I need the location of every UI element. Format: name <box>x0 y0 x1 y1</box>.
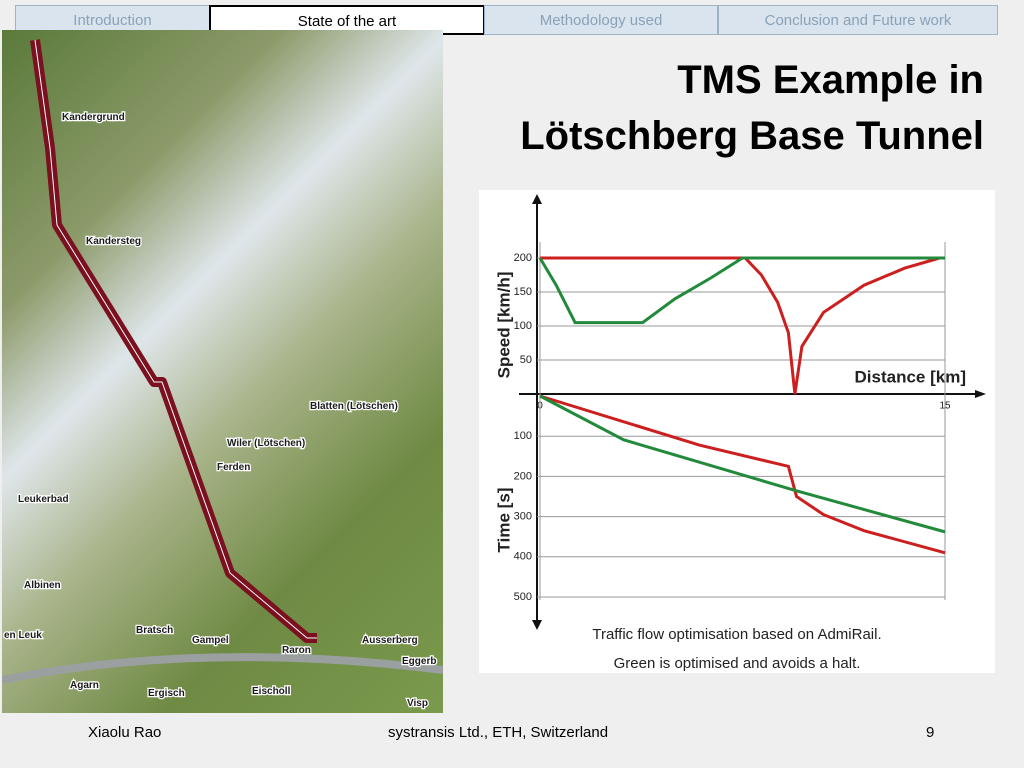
title-line: TMS Example in <box>677 58 984 102</box>
map-label: Ergisch <box>148 688 185 699</box>
map-label: Ausserberg <box>362 635 418 646</box>
axis-label: Time [s] <box>494 488 513 553</box>
map-label: Blatten (Lötschen) <box>310 401 398 412</box>
map-label: Eggerb <box>402 656 436 667</box>
map-label: Gampel <box>192 635 229 646</box>
footer-org: systransis Ltd., ETH, Switzerland <box>388 724 609 741</box>
map-label: Bratsch <box>136 625 173 636</box>
y-tick-label: 500 <box>514 591 532 603</box>
map-label: Raron <box>282 645 311 656</box>
map-label: Eischoll <box>252 686 291 697</box>
series-line <box>539 394 946 534</box>
y-tick-label: 400 <box>514 551 532 563</box>
page-number: 9 <box>926 724 935 741</box>
series-line <box>539 394 946 555</box>
y-tick-label: 200 <box>514 470 532 482</box>
slide-title: TMS Example in Lötschberg Base Tunnel <box>520 52 984 164</box>
title-line: Lötschberg Base Tunnel <box>520 114 984 158</box>
axis-label: Speed [km/h] <box>494 272 513 379</box>
y-tick-label: 100 <box>514 320 532 332</box>
nav-tab[interactable]: Conclusion and Future work <box>718 5 998 35</box>
footer-author: Xiaolu Rao <box>88 724 162 741</box>
map-label: Leukerbad <box>18 494 69 505</box>
map-label: Kandergrund <box>62 112 125 123</box>
tunnel-route <box>30 39 317 643</box>
map-label: en Leuk <box>4 630 42 641</box>
map: Kandergrund Kandersteg Blatten (Lötschen… <box>2 30 443 713</box>
map-label: Kandersteg <box>86 236 141 247</box>
map-label: Visp <box>407 698 428 709</box>
y-tick-label: 300 <box>514 511 532 523</box>
y-tick-label: 200 <box>514 252 532 264</box>
map-label: Ferden <box>217 462 250 473</box>
figure: Speed [km/h] Time [s] Distance [km] Traf… <box>479 190 995 673</box>
map-label: Albinen <box>24 580 61 591</box>
tunnel-route-center <box>34 39 317 639</box>
map-label: Wiler (Lötschen) <box>227 438 305 449</box>
series-line <box>540 256 941 395</box>
y-tick-label: 100 <box>514 430 532 442</box>
caption: Green is optimised and avoids a halt. <box>614 655 861 672</box>
map-label: Agarn <box>70 680 99 691</box>
caption: Traffic flow optimisation based on AdmiR… <box>592 626 881 643</box>
y-tick-label: 50 <box>520 354 532 366</box>
axis-label: Distance [km] <box>855 367 966 386</box>
series-line <box>538 256 945 325</box>
nav-tab[interactable]: Methodology used <box>484 5 718 35</box>
valley <box>2 653 443 684</box>
y-tick-label: 150 <box>514 286 532 298</box>
